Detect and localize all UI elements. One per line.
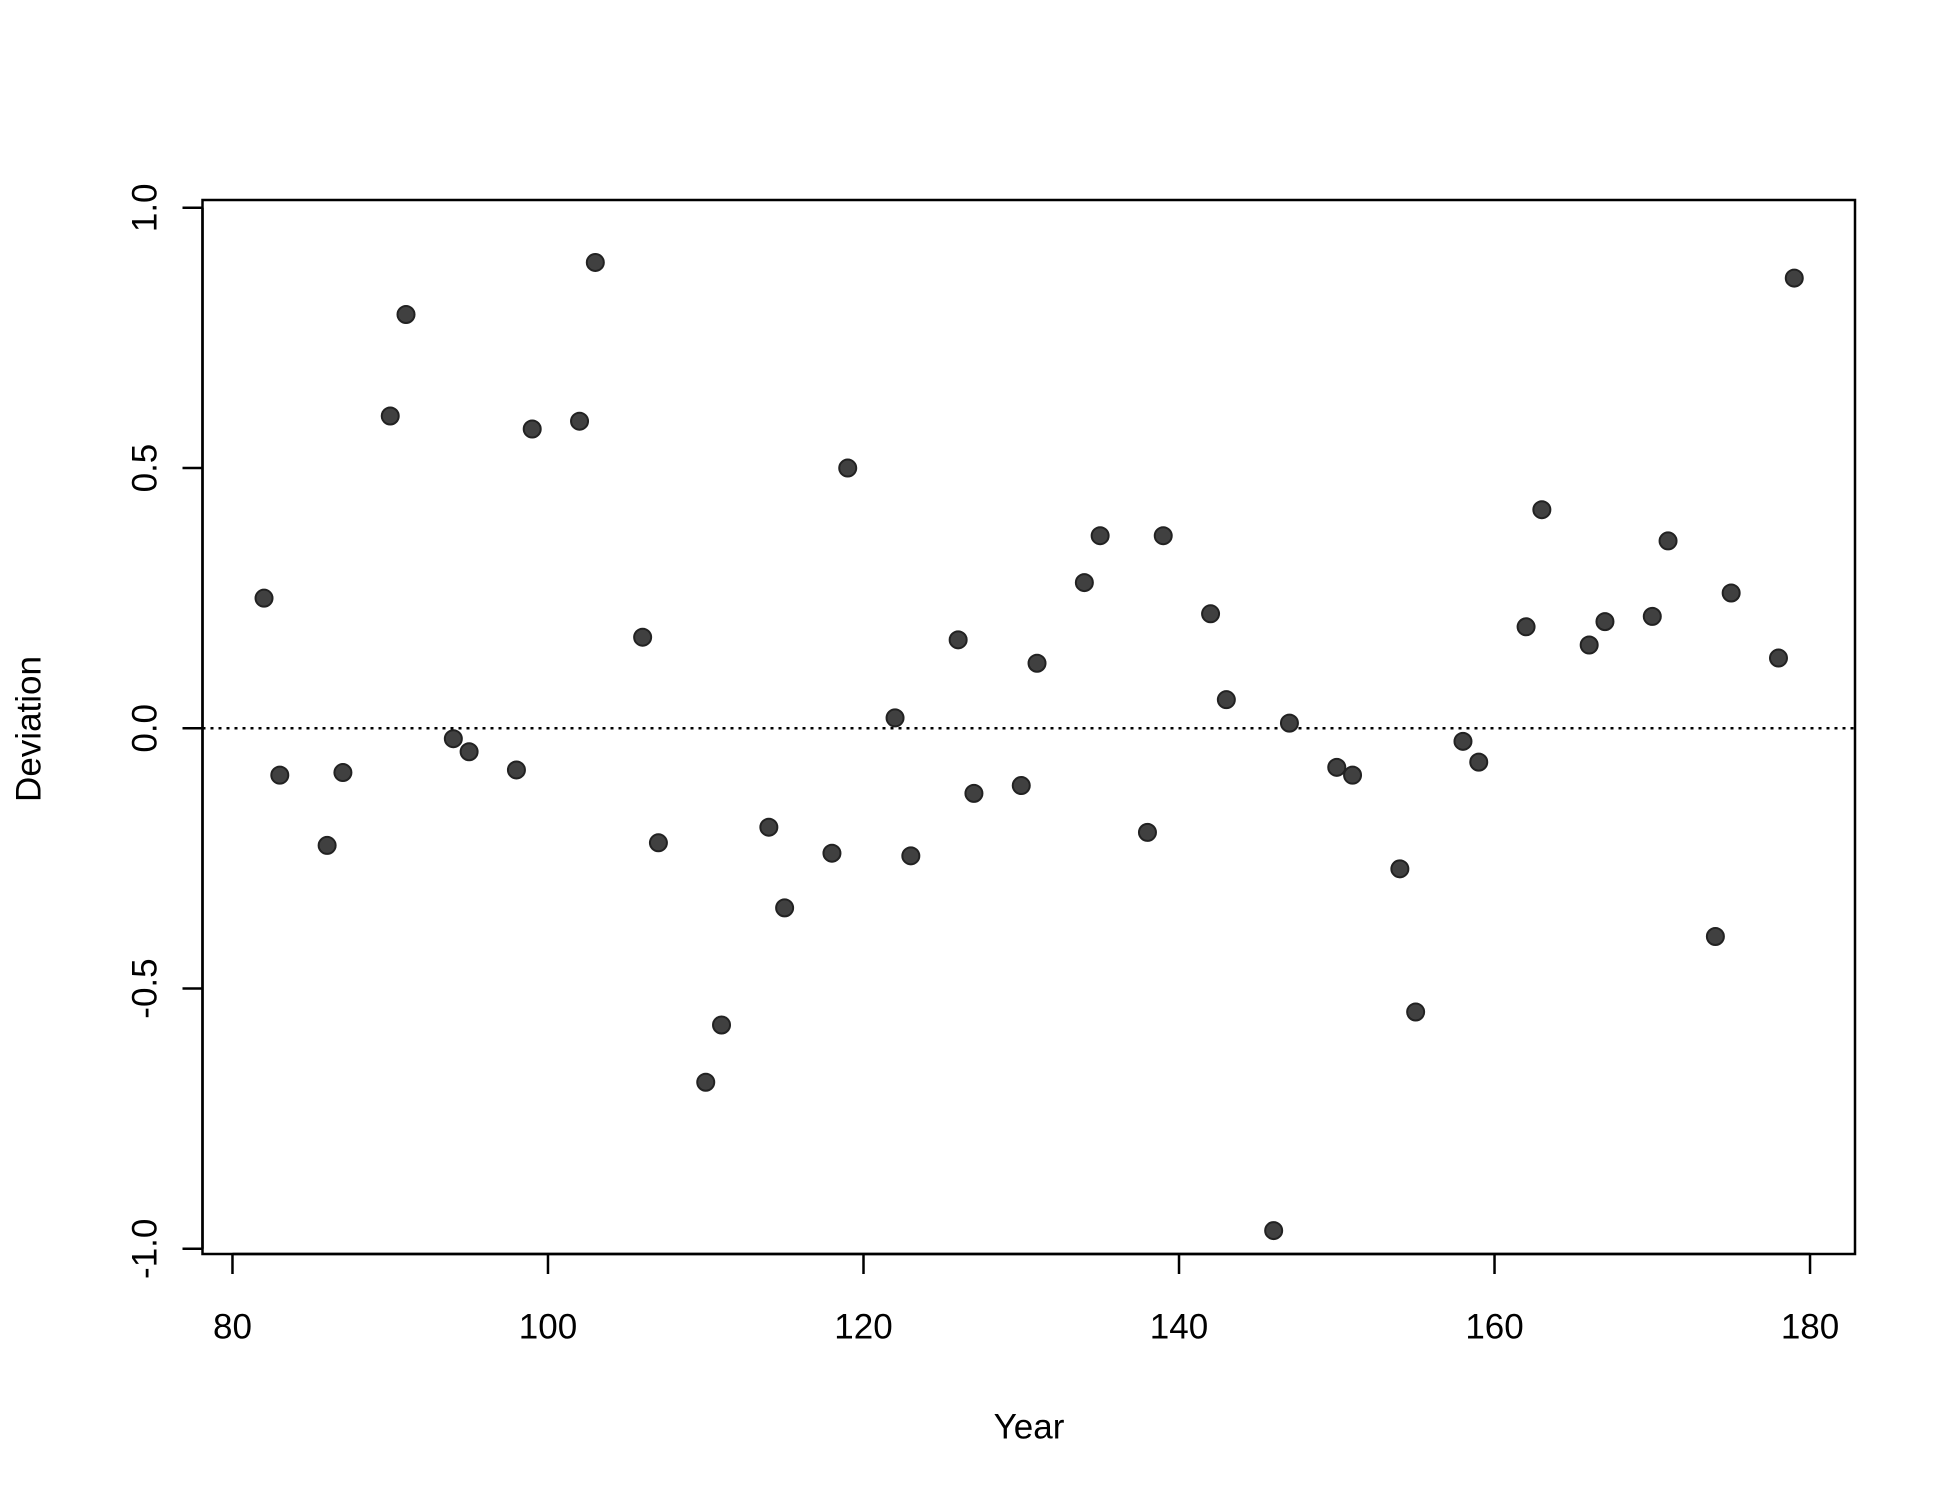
data-point bbox=[1074, 573, 1094, 593]
data-point bbox=[1406, 1002, 1426, 1022]
data-point bbox=[1705, 926, 1725, 946]
data-point bbox=[822, 843, 842, 863]
data-point bbox=[1343, 765, 1363, 785]
data-point bbox=[759, 817, 779, 837]
data-point bbox=[1390, 859, 1410, 879]
data-point bbox=[1137, 822, 1157, 842]
data-point bbox=[585, 252, 605, 272]
data-point bbox=[1027, 653, 1047, 673]
data-point bbox=[838, 458, 858, 478]
data-point bbox=[380, 406, 400, 426]
data-point bbox=[1327, 757, 1347, 777]
data-point bbox=[506, 760, 526, 780]
data-point bbox=[570, 411, 590, 431]
x-tick-label: 180 bbox=[1781, 1307, 1839, 1346]
data-point bbox=[1768, 648, 1788, 668]
x-tick-label: 100 bbox=[519, 1307, 577, 1346]
data-point bbox=[333, 763, 353, 783]
data-point bbox=[712, 1015, 732, 1035]
data-point bbox=[1469, 752, 1489, 772]
data-point bbox=[1090, 526, 1110, 546]
x-tick-label: 80 bbox=[213, 1307, 252, 1346]
data-point bbox=[1153, 526, 1173, 546]
data-point bbox=[1279, 713, 1299, 733]
data-point bbox=[1579, 635, 1599, 655]
data-point bbox=[1516, 617, 1536, 637]
data-point bbox=[1658, 531, 1678, 551]
data-point bbox=[1264, 1221, 1284, 1241]
y-tick-label: 0.5 bbox=[126, 444, 165, 493]
x-tick-label: 120 bbox=[834, 1307, 892, 1346]
data-point bbox=[1784, 268, 1804, 288]
data-point bbox=[1721, 583, 1741, 603]
y-axis-label: Deviation bbox=[9, 656, 48, 802]
x-tick-label: 160 bbox=[1465, 1307, 1523, 1346]
y-tick-label: 0.0 bbox=[126, 704, 165, 753]
data-point bbox=[1642, 606, 1662, 626]
y-tick-label: -0.5 bbox=[126, 958, 165, 1018]
data-point bbox=[317, 835, 337, 855]
data-point bbox=[1201, 604, 1221, 624]
plot-frame bbox=[201, 198, 1857, 1256]
data-point bbox=[696, 1072, 716, 1092]
data-point bbox=[254, 588, 274, 608]
data-point bbox=[948, 630, 968, 650]
data-point bbox=[1532, 500, 1552, 520]
data-point bbox=[1011, 776, 1031, 796]
data-point bbox=[270, 765, 290, 785]
data-point bbox=[885, 708, 905, 728]
data-point bbox=[1453, 731, 1473, 751]
data-point bbox=[775, 898, 795, 918]
data-point bbox=[633, 627, 653, 647]
data-point bbox=[522, 419, 542, 439]
data-point bbox=[964, 783, 984, 803]
data-point bbox=[1216, 690, 1236, 710]
data-point bbox=[443, 729, 463, 749]
y-tick-label: -1.0 bbox=[126, 1219, 165, 1279]
x-tick-label: 140 bbox=[1150, 1307, 1208, 1346]
data-point bbox=[459, 742, 479, 762]
data-point bbox=[396, 305, 416, 325]
x-axis-label: Year bbox=[994, 1407, 1065, 1446]
data-point bbox=[1595, 612, 1615, 632]
data-point bbox=[648, 833, 668, 853]
y-tick-label: 1.0 bbox=[126, 183, 165, 232]
data-point bbox=[901, 846, 921, 866]
